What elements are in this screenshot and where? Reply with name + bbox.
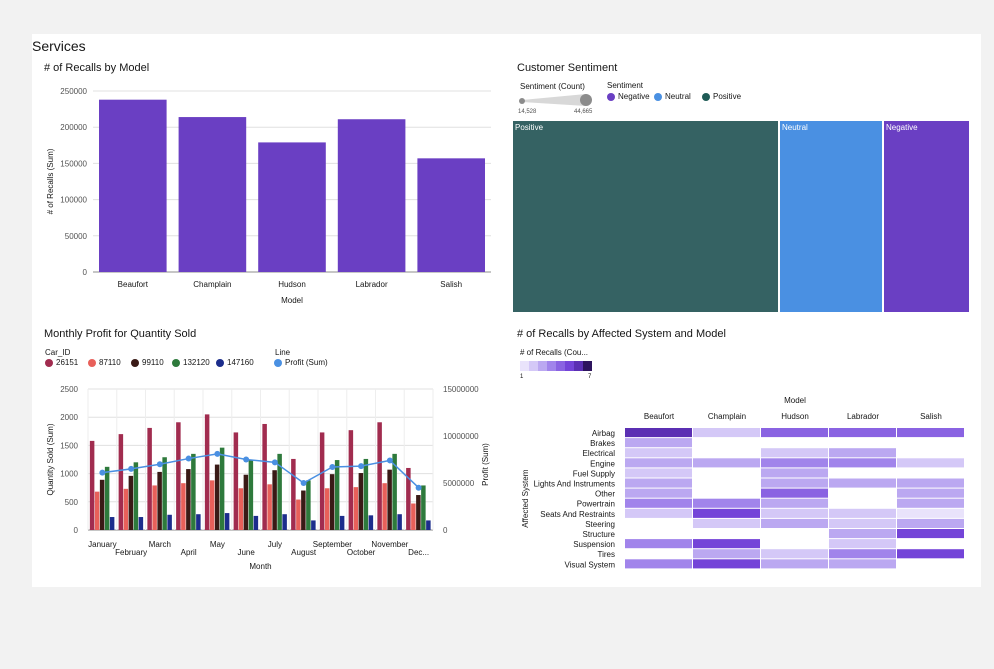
car-legend-text: 87110: [99, 358, 121, 367]
car-legend-text: 147160: [227, 358, 254, 367]
sentiment-treemap[interactable]: Positive Neutral Negative: [513, 121, 971, 312]
car-swatch-icon: [216, 358, 224, 367]
legend-item-positive[interactable]: Positive: [702, 92, 741, 101]
treemap-cell-label: Positive: [515, 123, 544, 132]
recalls-by-model-title[interactable]: # of Recalls by Model: [44, 62, 150, 74]
heatmap-scale-swatch: [547, 361, 556, 371]
legend-item-neutral[interactable]: Neutral: [654, 92, 691, 101]
car-swatch-icon: [45, 358, 53, 367]
neutral-swatch-icon: [654, 92, 662, 101]
treemap-cell-label: Negative: [886, 123, 918, 132]
heatmap-scale-swatch: [574, 361, 583, 371]
car-swatch-icon: [131, 358, 139, 367]
sentiment-size-max: 44,665: [574, 109, 593, 115]
customer-sentiment-title[interactable]: Customer Sentiment: [517, 62, 618, 74]
heatmap-scale-swatch: [556, 361, 565, 371]
heatmap-scale-swatch: [565, 361, 574, 371]
heatmap-legend-max: 7: [588, 374, 592, 380]
legend-item-profit-sum[interactable]: Profit (Sum): [274, 358, 328, 367]
line-legend-label: Line: [275, 348, 291, 357]
legend-item-car-132120[interactable]: 132120: [172, 358, 210, 367]
monthly-profit-title[interactable]: Monthly Profit for Quantity Sold: [44, 328, 197, 340]
legend-item-car-87110[interactable]: 87110: [88, 358, 121, 367]
sentiment-size-legend-slider[interactable]: [518, 92, 598, 108]
negative-swatch-icon: [607, 92, 615, 101]
profit-swatch-icon: [274, 358, 282, 367]
page-title: Services: [32, 38, 86, 54]
legend-item-negative[interactable]: Negative: [607, 92, 650, 101]
sentiment-color-legend-label: Sentiment: [607, 81, 644, 90]
heatmap-title[interactable]: # of Recalls by Affected System and Mode…: [517, 328, 726, 340]
heatmap-scale-swatch: [538, 361, 547, 371]
car-swatch-icon: [88, 358, 96, 367]
sentiment-size-min: 14,528: [518, 109, 537, 115]
treemap-cell-neutral[interactable]: Neutral: [780, 121, 883, 312]
heatmap-scale-swatch: [529, 361, 538, 371]
car-legend-text: 26151: [56, 358, 79, 367]
legend-item-car-147160[interactable]: 147160: [216, 358, 254, 367]
sentiment-size-legend-label: Sentiment (Count): [520, 82, 585, 91]
heatmap-legend-min: 1: [520, 374, 524, 380]
heatmap-scale-swatch: [583, 361, 592, 371]
legend-item-car-99110[interactable]: 99110: [131, 358, 164, 367]
positive-swatch-icon: [702, 92, 710, 101]
car-legend-text: 132120: [183, 358, 210, 367]
heatmap-scale-swatch: [520, 361, 529, 371]
car-id-legend-label: Car_ID: [45, 348, 71, 357]
heatmap-legend-label: # of Recalls (Cou...: [520, 348, 589, 357]
car-swatch-icon: [172, 358, 180, 367]
treemap-cell-negative[interactable]: Negative: [884, 121, 970, 312]
legend-item-car-26151[interactable]: 26151: [45, 358, 78, 367]
treemap-cell-label: Neutral: [782, 123, 808, 132]
car-legend-text: 99110: [142, 358, 164, 367]
treemap-cell-positive[interactable]: Positive: [513, 121, 779, 312]
